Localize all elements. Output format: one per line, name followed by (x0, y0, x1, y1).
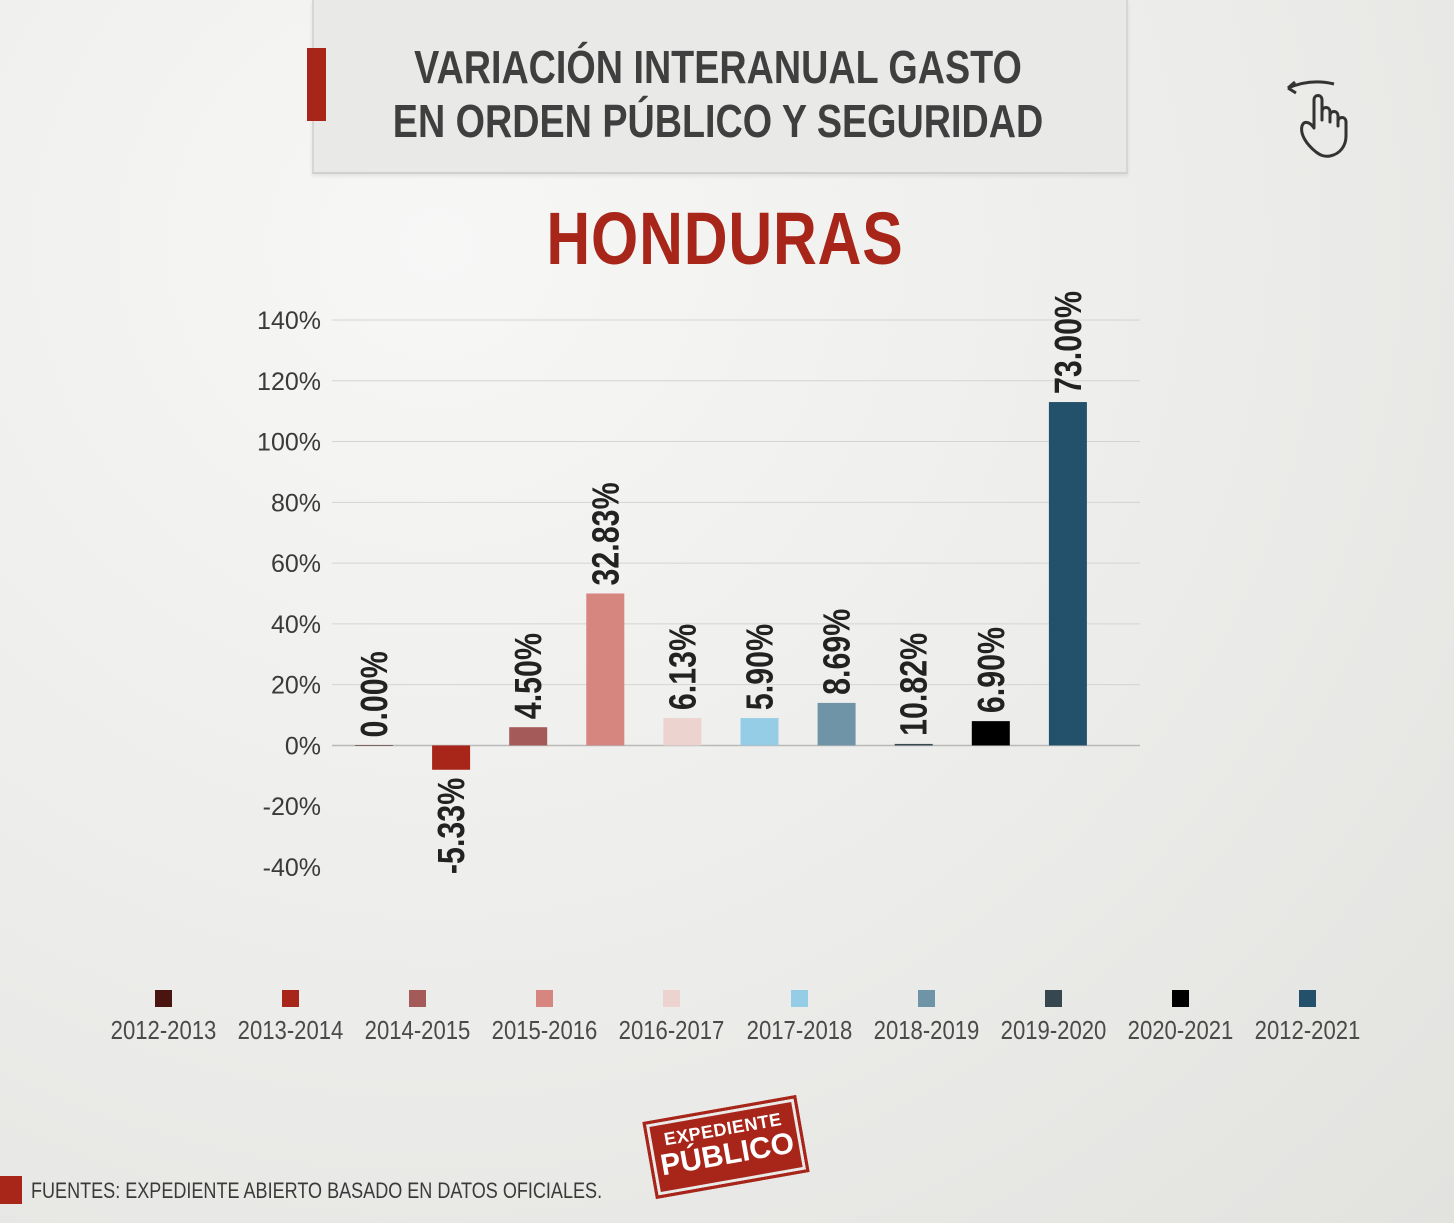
title-accent-bar (307, 48, 326, 121)
y-tick-label: 40% (271, 611, 321, 639)
legend-swatch (1298, 990, 1316, 1007)
legend-item: 2012-2021 (1244, 990, 1371, 1046)
bar-2019-2020 (894, 743, 933, 746)
legend-swatch (663, 990, 681, 1007)
legend-item: 2016-2017 (608, 990, 735, 1046)
legend-label: 2012-2021 (1254, 1015, 1361, 1045)
y-tick-label: 60% (271, 550, 321, 578)
data-label: 10.82% (894, 633, 936, 736)
legend-item: 2015-2016 (481, 990, 608, 1046)
legend-label: 2013-2014 (237, 1015, 344, 1045)
legend-swatch (790, 990, 808, 1007)
y-tick-label: 20% (271, 672, 321, 700)
legend-swatch (536, 990, 554, 1007)
y-tick-label: 120% (257, 368, 321, 396)
chart-title: VARIACIÓN INTERANUAL GASTO EN ORDEN PÚBL… (392, 41, 1044, 147)
chart-subtitle: HONDURAS (546, 197, 904, 280)
legend-item: 2020-2021 (1117, 990, 1244, 1046)
source-accent-bar (0, 1176, 22, 1204)
hand-pointer-icon (1287, 80, 1348, 158)
bar-2015-2016 (586, 593, 625, 746)
data-label: 6.90% (971, 627, 1013, 713)
legend-swatch (1171, 990, 1189, 1007)
chart-grid (332, 319, 1140, 747)
title-box (312, 0, 1128, 174)
data-label: 5.90% (739, 624, 781, 710)
legend-label: 2016-2017 (619, 1015, 725, 1045)
legend-label: 2020-2021 (1127, 1015, 1234, 1045)
legend-swatch (155, 990, 172, 1007)
y-tick-label: 140% (257, 307, 321, 335)
chart-legend: 2012-2013 2013-2014 2014-2015 2015-2016 2016… (100, 990, 1390, 1050)
bar-2020-2021 (971, 721, 1010, 746)
legend-item: 2018-2019 (863, 990, 990, 1046)
data-label: 73.00% (1048, 291, 1090, 394)
data-label: 6.13% (662, 624, 704, 710)
legend-item: 2012-2013 (100, 990, 227, 1046)
y-tick-label: 0% (285, 732, 321, 760)
bar-series (355, 402, 1087, 770)
legend-swatch (1044, 990, 1062, 1007)
data-label: 4.50% (508, 633, 550, 719)
data-label: 0.00% (354, 651, 396, 737)
bar-2012-2013 (355, 745, 393, 746)
bar-2013-2014 (432, 745, 471, 770)
legend-label: 2017-2018 (746, 1015, 852, 1045)
bar-2014-2015 (509, 727, 548, 746)
bar-2018-2019 (817, 702, 856, 746)
legend-swatch (409, 990, 427, 1007)
data-label: 8.69% (816, 609, 858, 695)
bar-2017-2018 (740, 718, 779, 746)
legend-item: 2019-2020 (990, 990, 1117, 1046)
legend-label: 2015-2016 (491, 1015, 598, 1045)
bar-2012-2021 (1048, 402, 1087, 746)
legend-item: 2017-2018 (736, 990, 863, 1046)
legend-item: 2013-2014 (227, 990, 354, 1046)
y-axis: 140% 120% 100% 80% 60% 40% 20% 0% -20% -40% (257, 307, 321, 882)
legend-item: 2014-2015 (354, 990, 481, 1046)
y-tick-label: 80% (271, 489, 321, 517)
legend-swatch (282, 990, 300, 1007)
source-note: FUENTES: EXPEDIENTE ABIERTO BASADO EN DA… (31, 1178, 603, 1203)
legend-label: 2012-2013 (110, 1015, 217, 1045)
legend-label: 2014-2015 (364, 1015, 471, 1045)
y-tick-label: -20% (263, 793, 321, 821)
legend-label: 2019-2020 (1000, 1015, 1107, 1045)
data-labels: 0.00% -5.33% 4.50% 32.83% 6.13% 5.90% 8.69% 10.… (354, 291, 1090, 874)
legend-label: 2018-2019 (873, 1015, 979, 1045)
data-label: 32.83% (585, 482, 627, 585)
y-tick-label: -40% (263, 854, 321, 882)
y-tick-label: 100% (257, 429, 321, 457)
legend-swatch (917, 990, 935, 1007)
bar-2016-2017 (663, 718, 702, 746)
data-label: -5.33% (431, 778, 473, 874)
